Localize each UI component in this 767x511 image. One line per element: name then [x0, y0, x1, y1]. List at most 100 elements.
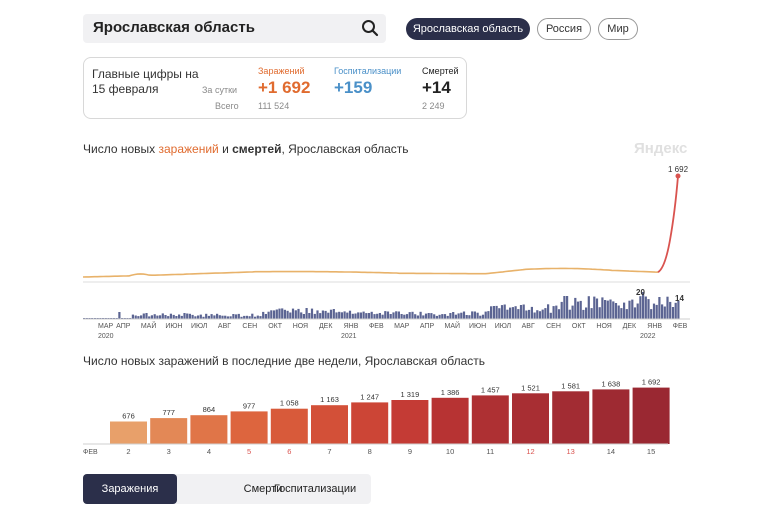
bar-category-label: 12	[526, 447, 534, 456]
deaths-bar	[626, 309, 628, 319]
deaths-bar	[308, 313, 310, 319]
bar-2[interactable]	[110, 422, 147, 445]
deaths-bar	[384, 311, 386, 319]
deaths-bar	[192, 315, 194, 319]
deaths-bar	[661, 304, 663, 319]
deaths-bar	[406, 314, 408, 319]
deaths-bar	[631, 300, 633, 319]
deaths-bar	[498, 308, 500, 319]
deaths-bar	[515, 306, 517, 319]
deaths-bar	[485, 312, 487, 319]
bar-5[interactable]	[231, 411, 268, 444]
deaths-bar	[534, 313, 536, 320]
deaths-bar	[572, 306, 574, 319]
deaths-bar	[200, 315, 202, 319]
deaths-bar	[159, 315, 161, 319]
month-label: АВГ	[522, 323, 535, 330]
bar-value-label: 1 581	[561, 381, 580, 390]
deaths-bar	[197, 316, 199, 320]
deaths-bar	[471, 311, 473, 319]
deaths-bar	[520, 305, 522, 319]
deaths-bar	[555, 306, 557, 319]
deaths-bar	[430, 313, 432, 319]
bar-8[interactable]	[351, 402, 388, 444]
deaths-bar	[504, 305, 506, 320]
tab-hospitalizations[interactable]: Госпитализации	[259, 474, 371, 504]
infections-trend-peak-line	[658, 176, 678, 272]
deaths-bar	[186, 314, 188, 320]
two-week-bar-chart: 67627773864497751 05861 16371 24781 3199…	[0, 370, 767, 465]
month-label: ИЮЛ	[191, 323, 208, 330]
deaths-bar	[452, 312, 454, 319]
deaths-bar	[338, 312, 340, 319]
deaths-bar	[352, 314, 354, 319]
deaths-last-label: 14	[675, 294, 684, 303]
month-label: АПР	[420, 323, 435, 330]
bar-category-label: 5	[247, 447, 251, 456]
bar-6[interactable]	[271, 409, 308, 444]
deaths-bar	[278, 309, 280, 319]
deaths-bar	[553, 306, 555, 319]
deaths-bar	[414, 314, 416, 319]
deaths-bar	[238, 314, 240, 319]
month-label: АВГ	[218, 323, 231, 330]
deaths-bar	[376, 314, 378, 319]
deaths-bar	[268, 312, 270, 319]
deaths-bar	[601, 297, 603, 319]
month-label: МАР	[394, 323, 410, 330]
deaths-bar	[276, 310, 278, 320]
deaths-bar	[284, 310, 286, 319]
deaths-bar	[178, 315, 180, 320]
bar-7[interactable]	[311, 405, 348, 444]
bar-13[interactable]	[552, 391, 589, 444]
deaths-bar	[162, 313, 164, 319]
bar-12[interactable]	[512, 393, 549, 444]
bar-value-label: 1 163	[320, 395, 339, 404]
bar-14[interactable]	[592, 389, 629, 444]
peak-label: 1 692	[668, 165, 689, 174]
deaths-bar	[357, 312, 359, 319]
deaths-bar	[669, 302, 671, 319]
year-label-2021: 2021	[341, 333, 357, 340]
deaths-bar	[287, 311, 289, 319]
bar-3[interactable]	[150, 418, 187, 444]
deaths-bar	[371, 312, 373, 319]
deaths-bar	[390, 314, 392, 319]
bar-11[interactable]	[472, 395, 509, 444]
deaths-bar	[322, 311, 324, 320]
bar-15[interactable]	[633, 388, 670, 444]
bar-10[interactable]	[432, 398, 469, 444]
deaths-bar	[382, 315, 384, 319]
bar-9[interactable]	[391, 400, 428, 444]
bar-category-label: 2	[126, 447, 130, 456]
deaths-bar	[273, 310, 275, 319]
deaths-bar	[544, 308, 546, 319]
deaths-bar	[634, 307, 636, 319]
deaths-bar	[528, 310, 530, 319]
month-label: ЯНВ	[344, 323, 359, 330]
deaths-bar	[183, 313, 185, 319]
deaths-bar	[569, 310, 571, 319]
deaths-bar	[392, 312, 394, 319]
deaths-bar	[140, 315, 142, 319]
bar-4[interactable]	[190, 415, 227, 444]
deaths-bar	[582, 310, 584, 319]
deaths-bar	[466, 315, 468, 319]
month-label: ОКТ	[268, 323, 283, 330]
deaths-bar	[314, 314, 316, 319]
bar-category-label: 3	[167, 447, 171, 456]
deaths-bar	[517, 309, 519, 319]
deaths-bar	[509, 308, 511, 319]
deaths-bar	[143, 314, 145, 320]
bar-value-label: 1 386	[441, 388, 460, 397]
tab-infections[interactable]: Заражения	[83, 474, 177, 504]
month-label: МАР	[98, 323, 114, 330]
deaths-bar	[501, 305, 503, 319]
deaths-bar	[433, 314, 435, 319]
deaths-bar	[577, 302, 579, 319]
deaths-bar	[574, 298, 576, 319]
bar-value-label: 977	[243, 401, 256, 410]
deaths-bar	[460, 313, 462, 319]
deaths-bar	[360, 313, 362, 320]
deaths-bar	[335, 312, 337, 319]
